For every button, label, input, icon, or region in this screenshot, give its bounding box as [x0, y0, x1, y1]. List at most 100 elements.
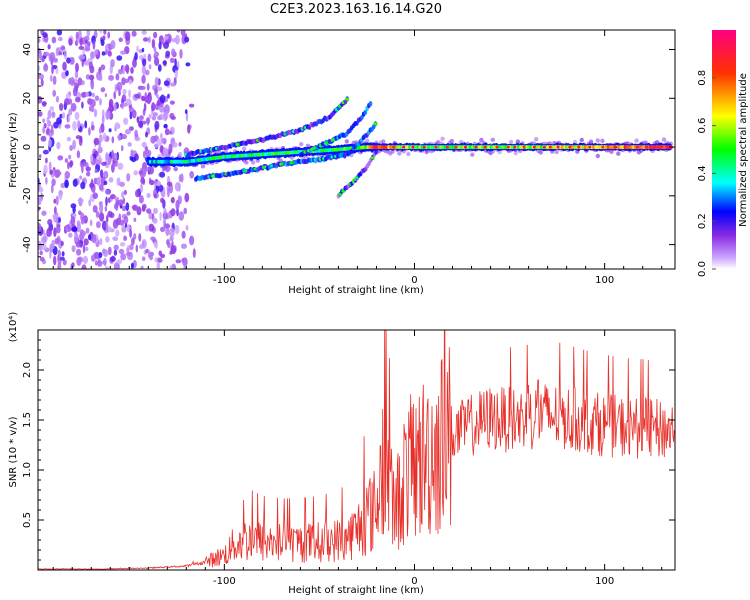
heatmap-cell — [119, 242, 126, 247]
heatmap-cell — [116, 259, 122, 265]
heatmap-cell — [62, 46, 66, 51]
heatmap-cell — [373, 122, 378, 126]
heatmap-cell — [45, 177, 48, 185]
heatmap-cell — [138, 233, 142, 242]
heatmap-cell — [43, 164, 48, 175]
heatmap-cell — [163, 123, 168, 129]
heatmap-cell — [94, 168, 98, 174]
heatmap-cell — [55, 67, 59, 75]
heatmap-cell — [141, 203, 147, 210]
snr-x-ticks: -100 0 100 — [52, 330, 663, 587]
heatmap-cell — [66, 57, 71, 64]
heatmap-cell — [170, 245, 177, 255]
heatmap-cell — [105, 214, 109, 223]
heatmap-cell — [147, 249, 151, 258]
heatmap-cell — [623, 145, 627, 149]
heatmap-cell — [145, 131, 148, 138]
heatmap-cell — [93, 137, 100, 146]
heatmap-cell — [81, 58, 85, 68]
heatmap-cell — [55, 212, 59, 217]
heatmap-cell — [145, 148, 149, 157]
heatmap-cell — [99, 30, 102, 34]
heatmap-cell — [70, 57, 75, 65]
heatmap-cell — [147, 92, 152, 97]
heatmap-cell — [101, 220, 107, 231]
snr-panel: -100 0 100 0.5 1.0 1.5 2.0 Height of straight… — [8, 312, 676, 596]
heatmap-cell — [118, 199, 124, 206]
heatmap-cell — [40, 236, 47, 244]
heatmap-cell — [73, 232, 79, 243]
heatmap-cell — [634, 138, 639, 143]
heatmap-cell — [168, 130, 173, 135]
heatmap-cell — [184, 192, 190, 203]
heatmap-cell — [93, 108, 98, 118]
heatmap-cell — [141, 58, 147, 67]
heatmap-cell — [99, 169, 104, 179]
heatmap-cell — [77, 198, 84, 203]
heatmap-cell — [141, 65, 147, 75]
heatmap-cell — [156, 261, 160, 269]
heatmap-cell — [449, 138, 454, 144]
heatmap-cell — [91, 234, 97, 244]
heatmap-cell — [65, 225, 68, 232]
heatmap-cell — [76, 248, 82, 256]
heatmap-cell — [184, 36, 190, 43]
heatmap-cell — [189, 171, 195, 179]
heatmap-cell — [108, 177, 114, 183]
colorbar-tick-label: 0.2 — [697, 213, 708, 229]
heatmap-cell — [123, 235, 127, 242]
heatmap-cell — [445, 145, 449, 149]
spectrogram-x-label: Height of straight line (km) — [288, 285, 424, 296]
heatmap-cell — [158, 184, 164, 192]
heatmap-cell — [57, 249, 61, 259]
colorbar-ticks: 0.0 0.2 0.4 0.6 0.8 — [697, 70, 716, 277]
heatmap-cell — [108, 98, 114, 109]
heatmap-cell — [490, 137, 495, 142]
heatmap-cell — [171, 142, 178, 148]
heatmap-cell — [141, 47, 145, 53]
heatmap-cell — [95, 211, 100, 218]
heatmap-cell — [116, 81, 123, 92]
heatmap-cell — [49, 250, 52, 259]
heatmap-cell — [174, 58, 177, 68]
heatmap-cell — [92, 40, 96, 50]
heatmap-cell — [159, 105, 165, 113]
heatmap-cell — [68, 38, 73, 46]
heatmap-cell — [78, 45, 85, 50]
heatmap-cell — [57, 155, 64, 161]
heatmap-cell — [100, 87, 106, 93]
heatmap-cell — [180, 30, 186, 37]
heatmap-cell — [59, 256, 65, 261]
heatmap-cell — [89, 219, 93, 227]
heatmap-cell — [52, 214, 57, 219]
heatmap-cell — [87, 234, 92, 241]
heatmap-cell — [88, 199, 91, 207]
heatmap-cell — [479, 137, 484, 143]
heatmap-cell — [139, 244, 145, 249]
heatmap-cell — [54, 169, 61, 178]
heatmap-cell — [48, 161, 52, 172]
heatmap-cell — [153, 240, 157, 248]
heatmap-cell — [107, 226, 112, 233]
heatmap-cell — [144, 92, 147, 98]
heatmap-cell — [154, 57, 160, 66]
heatmap-cell — [79, 135, 83, 143]
heatmap-cell — [59, 113, 63, 119]
heatmap-cell — [382, 145, 386, 149]
heatmap-cell — [161, 38, 164, 45]
heatmap-cell — [72, 178, 78, 187]
heatmap-cell — [149, 179, 155, 186]
heatmap-cell — [381, 139, 386, 144]
heatmap-cell — [68, 154, 72, 160]
heatmap-cell — [70, 76, 75, 87]
heatmap-cell — [158, 250, 163, 256]
y-tick-label: 0.5 — [22, 512, 33, 528]
heatmap-cell — [39, 256, 45, 262]
heatmap-cell — [92, 192, 99, 199]
heatmap-cell — [368, 101, 373, 107]
heatmap-cell — [99, 212, 105, 222]
heatmap-cell — [87, 41, 91, 47]
spectrogram-panel: -100 0 100 -40 -20 0 20 40 Height of straight … — [8, 29, 676, 296]
heatmap-cell — [67, 161, 70, 170]
heatmap-cell — [110, 194, 116, 200]
